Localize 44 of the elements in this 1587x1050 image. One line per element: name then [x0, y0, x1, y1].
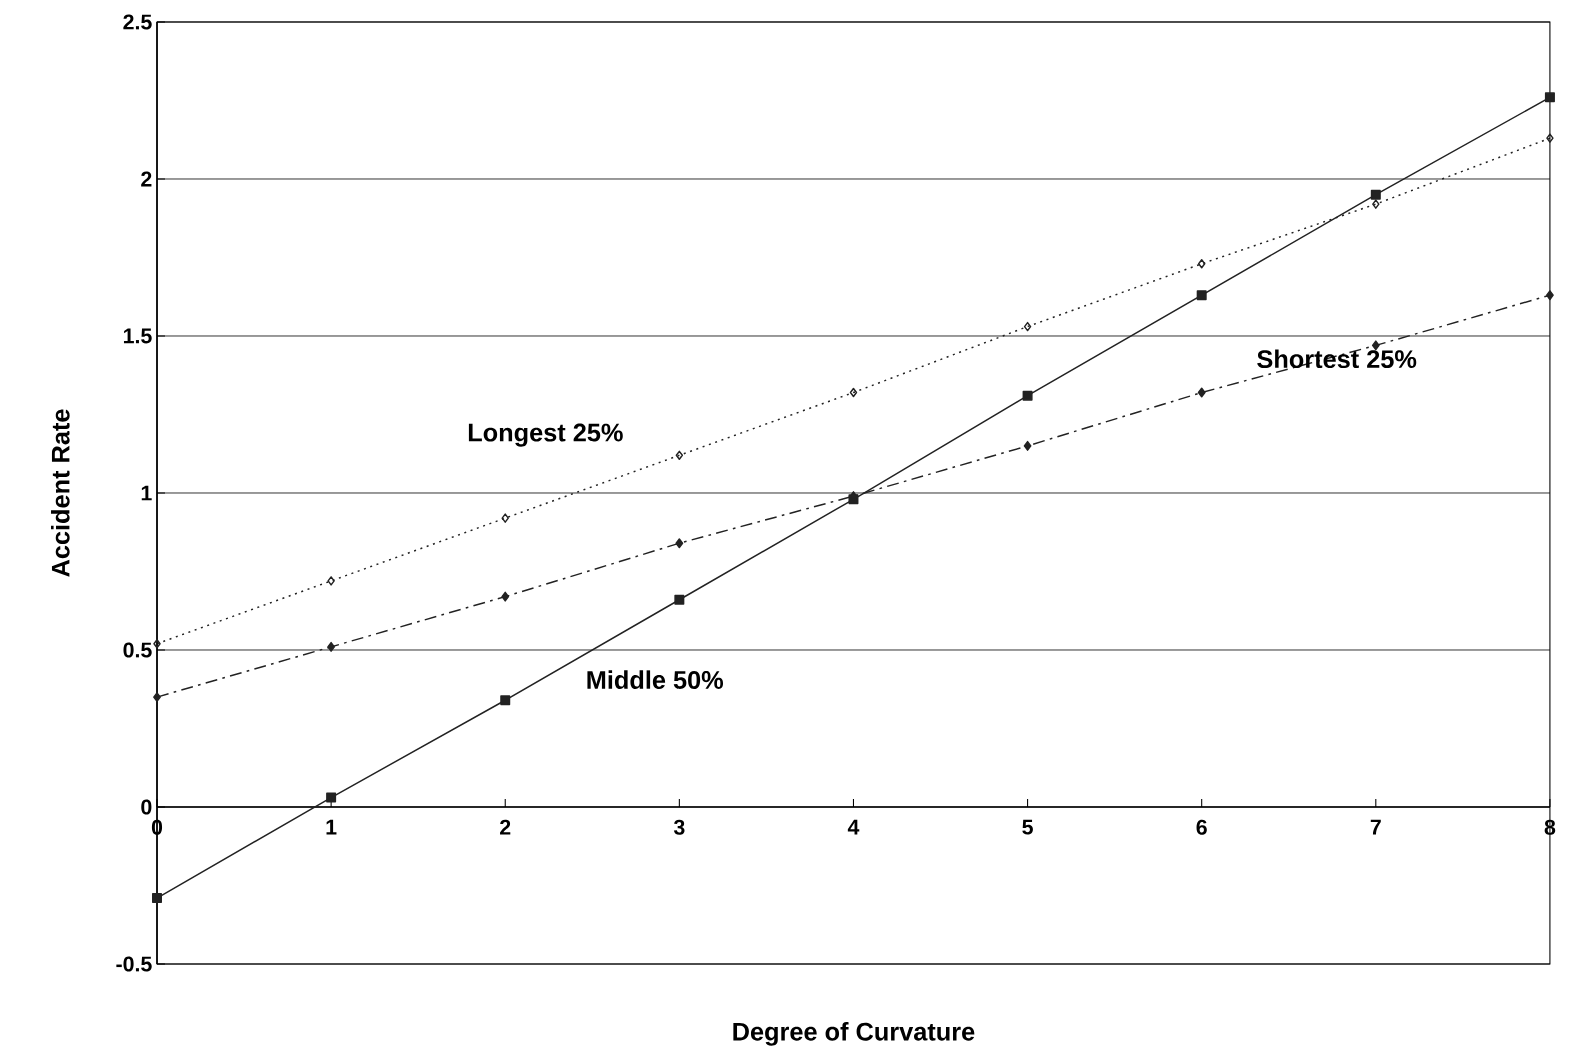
point [153, 638, 161, 649]
y-tick-label: -0.5 [116, 956, 152, 972]
x-tick-label: 1 [326, 819, 337, 835]
point [1196, 290, 1207, 301]
point [675, 450, 684, 461]
point [1545, 290, 1554, 301]
point [1023, 321, 1032, 332]
point [1372, 199, 1380, 209]
x-tick-label: 5 [1022, 819, 1033, 835]
point [675, 538, 684, 549]
y-tick-label: 0.5 [123, 642, 152, 658]
point [1023, 440, 1032, 451]
point [500, 695, 511, 706]
point [1370, 189, 1381, 200]
y-tick-label: 1.5 [123, 328, 152, 344]
series-label: Longest 25% [468, 423, 623, 447]
y-tick-label: 2 [141, 171, 152, 187]
point [849, 387, 858, 398]
y-tick-label: 2.5 [123, 14, 152, 30]
point [674, 594, 685, 605]
point [1371, 340, 1380, 351]
x-tick-label: 2 [500, 819, 511, 835]
y-tick-label: 1 [141, 485, 152, 501]
y-tick-label: 0 [141, 799, 152, 815]
point [1546, 133, 1554, 143]
point [1544, 92, 1555, 103]
point [1022, 390, 1033, 401]
y-axis-title: Accident Rate [51, 409, 70, 577]
point [1197, 387, 1206, 398]
x-tick-label: 7 [1370, 819, 1381, 835]
series-label: Shortest 25% [1257, 349, 1417, 369]
point [501, 591, 510, 602]
point [327, 641, 336, 652]
point [327, 576, 335, 586]
point [501, 513, 509, 523]
x-tick-label: 3 [673, 819, 685, 835]
point [326, 792, 337, 803]
x-axis-title: Degree of Curvature [733, 1022, 975, 1046]
point [1197, 259, 1206, 269]
x-tick-label: 6 [1196, 819, 1207, 835]
series-label: Middle 50% [587, 670, 724, 689]
point [153, 692, 161, 703]
point [152, 893, 163, 904]
x-tick-label: 4 [847, 819, 860, 835]
